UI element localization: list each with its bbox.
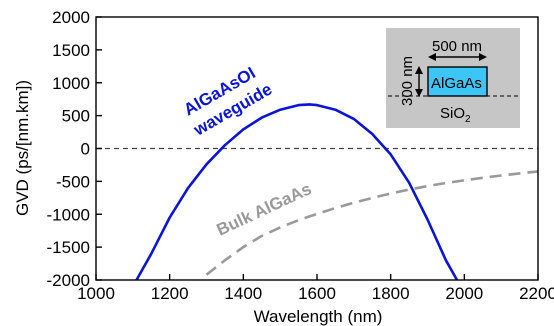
y-tick-label: 1500 xyxy=(52,41,90,60)
y-tick-label: 0 xyxy=(81,140,90,159)
x-axis-title: Wavelength (nm) xyxy=(254,307,383,326)
y-tick-label: 500 xyxy=(62,107,90,126)
y-tick-label: -500 xyxy=(56,172,90,191)
inset-height-label: 300 nm xyxy=(399,56,416,106)
x-tick-label: 1600 xyxy=(298,284,336,303)
series-line-bulk-algaas xyxy=(205,170,539,276)
y-tick-label: -1500 xyxy=(47,238,90,257)
y-tick-label: 1000 xyxy=(52,74,90,93)
x-tick-label: 2200 xyxy=(519,284,554,303)
annotation-bulk-algaas: Bulk AlGaAs xyxy=(214,179,315,239)
inset-substrate-text: SiO xyxy=(440,105,465,122)
inset-height-arrowhead-bottom xyxy=(415,89,423,97)
inset-width-arrowhead-left xyxy=(428,53,436,61)
y-axis-title: GVD (ps/[nm.km]) xyxy=(13,80,32,216)
inset-width-arrowhead-right xyxy=(479,53,487,61)
y-tick-label: -2000 xyxy=(47,271,90,290)
waveguide-cross-section-inset: 500 nm 300 nm AlGaAs SiO2 xyxy=(386,28,520,128)
x-tick-label: 1400 xyxy=(224,284,262,303)
y-tick-label: -1000 xyxy=(47,205,90,224)
x-tick-label: 1200 xyxy=(151,284,189,303)
x-tick-label: 2000 xyxy=(445,284,483,303)
series-layer xyxy=(135,103,539,281)
inset-substrate-subscript: 2 xyxy=(465,114,471,125)
y-tick-label: 2000 xyxy=(52,8,90,27)
inset-height-arrowhead-top xyxy=(415,66,423,74)
axes-layer: 1000 1200 1400 1600 1800 2000 2200 -2000 -1500 -1… xyxy=(47,8,554,303)
inset-core-label: AlGaAs xyxy=(431,75,482,92)
series-line-algaasoi-waveguide xyxy=(135,103,459,281)
inset-core-rect xyxy=(427,66,488,97)
x-tick-label: 1000 xyxy=(77,284,115,303)
inset-substrate-label: SiO2 xyxy=(440,105,471,125)
inset-width-label: 500 nm xyxy=(432,38,482,55)
x-tick-label: 1800 xyxy=(372,284,410,303)
